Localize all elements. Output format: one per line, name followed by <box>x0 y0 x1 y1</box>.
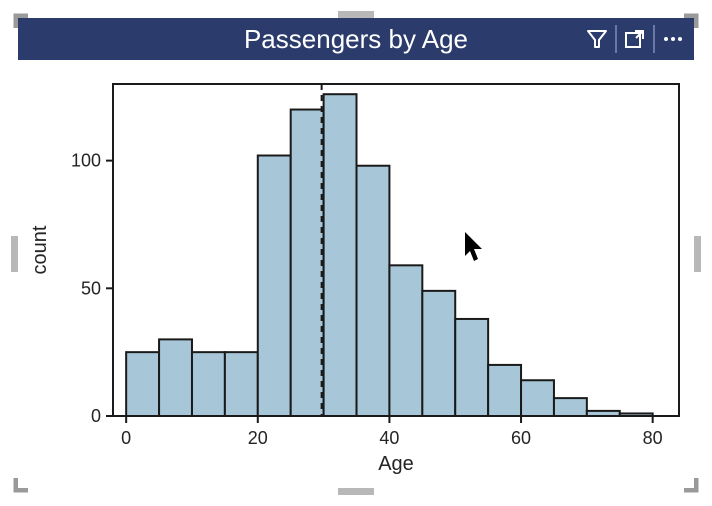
histogram-chart: 0 20 40 60 80 0 50 100 Age count <box>18 60 694 488</box>
visual-tile[interactable]: Passengers by Age <box>18 18 694 488</box>
histogram-bar <box>126 352 159 416</box>
histogram-bar <box>159 339 192 416</box>
x-tick-label: 80 <box>643 428 663 448</box>
histogram-bar <box>357 166 390 416</box>
histogram-bar <box>192 352 225 416</box>
histogram-bar <box>521 380 554 416</box>
x-tick-label: 40 <box>379 428 399 448</box>
histogram-bar <box>324 94 357 416</box>
x-axis-label: Age <box>378 453 414 475</box>
histogram-bar <box>389 265 422 416</box>
visual-title: Passengers by Age <box>244 24 468 55</box>
visual-tools <box>582 18 688 60</box>
histogram-bar <box>422 291 455 416</box>
toolbar-divider <box>615 25 617 53</box>
y-tick-label: 100 <box>71 151 101 171</box>
histogram-bar <box>291 110 324 416</box>
chart-area: 0 20 40 60 80 0 50 100 Age count <box>18 60 694 488</box>
toolbar-divider <box>653 25 655 53</box>
visual-titlebar: Passengers by Age <box>18 18 694 60</box>
focus-mode-icon[interactable] <box>620 24 650 54</box>
x-tick-label: 20 <box>248 428 268 448</box>
histogram-bar <box>455 319 488 416</box>
histogram-bar <box>258 156 291 416</box>
histogram-bar <box>554 398 587 416</box>
y-tick-label: 0 <box>91 406 101 426</box>
histogram-bar <box>488 365 521 416</box>
x-tick-label: 0 <box>121 428 131 448</box>
y-tick-label: 50 <box>81 278 101 298</box>
filter-icon[interactable] <box>582 24 612 54</box>
histogram-bar <box>225 352 258 416</box>
more-options-icon[interactable] <box>658 24 688 54</box>
x-tick-label: 60 <box>511 428 531 448</box>
y-axis-label: count <box>29 225 51 274</box>
